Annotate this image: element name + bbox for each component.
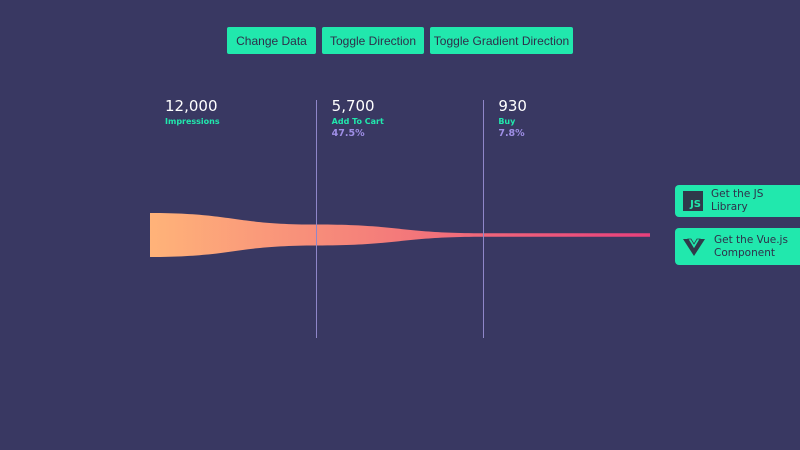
vue-icon: [683, 238, 705, 256]
stage-value: 5,700: [331, 97, 375, 115]
link-text: Get the JS Library: [711, 188, 764, 213]
stage-label: Buy: [498, 117, 516, 126]
js-library-link[interactable]: JS Get the JS Library: [675, 185, 800, 217]
toggle-direction-button[interactable]: Toggle Direction: [322, 27, 424, 54]
stage-label: Impressions: [165, 117, 220, 126]
stage-percent: 7.8%: [498, 128, 525, 139]
toggle-gradient-button[interactable]: Toggle Gradient Direction: [430, 27, 573, 54]
stage-value: 930: [498, 97, 527, 115]
stage-value: 12,000: [165, 97, 218, 115]
stage-percent: 47.5%: [331, 128, 365, 139]
link-text: Get the Vue.js Component: [714, 233, 788, 259]
stage-label: Add To Cart: [331, 117, 384, 126]
change-data-button[interactable]: Change Data: [227, 27, 316, 54]
funnel-shape: [150, 213, 650, 257]
js-icon: JS: [683, 191, 703, 211]
vue-component-link[interactable]: Get the Vue.js Component: [675, 228, 800, 265]
